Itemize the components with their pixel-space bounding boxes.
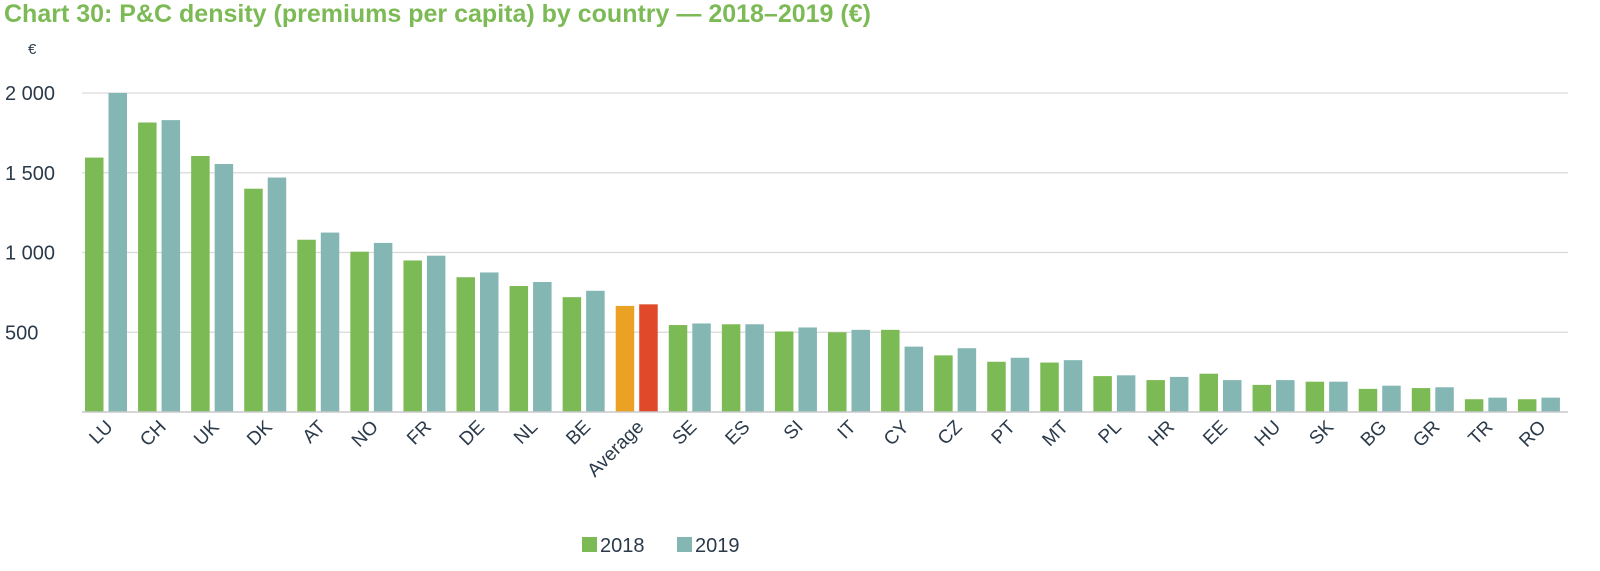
bar-tr-2018	[1464, 399, 1484, 412]
bar-nl-2019	[533, 282, 552, 412]
x-tick-label: NO	[348, 417, 383, 452]
x-tick-label: DE	[456, 417, 490, 451]
bar-hr-2019	[1169, 376, 1189, 412]
x-tick-label: PL	[1095, 417, 1126, 448]
bar-be-2019	[586, 290, 605, 412]
bar-si-2019	[798, 327, 817, 412]
bar-pt-2018	[987, 361, 1006, 412]
bar-ee-2019	[1223, 380, 1242, 412]
y-tick-label: 1 000	[5, 243, 55, 265]
bar-it-2019	[851, 329, 870, 412]
x-tick-label: DK	[243, 416, 277, 450]
legend-swatch-2018	[582, 537, 597, 552]
x-tick-label: BG	[1357, 417, 1391, 451]
x-tick-label: BE	[562, 417, 595, 450]
bar-no-2019	[373, 242, 393, 412]
x-tick-label: CY	[880, 416, 914, 450]
bar-dk-2018	[244, 188, 263, 412]
bar-be-2018	[562, 297, 582, 412]
y-tick-label: 2 000	[5, 83, 55, 105]
legend-label-2019: 2019	[695, 535, 740, 557]
x-tick-label: UK	[190, 416, 224, 450]
bar-mt-2019	[1063, 360, 1083, 412]
y-axis-ticks: 500 1 000 1 500 2 000	[5, 83, 55, 344]
x-tick-label: NL	[510, 417, 542, 449]
bar-ro-2019	[1541, 397, 1560, 412]
x-tick-label: RO	[1515, 417, 1550, 452]
x-tick-label: MT	[1039, 416, 1074, 451]
x-tick-label: AT	[299, 416, 330, 447]
bar-sk-2019	[1329, 381, 1348, 412]
bar-gr-2019	[1435, 387, 1454, 412]
bar-gr-2018	[1411, 388, 1431, 412]
bar-ch-2019	[161, 120, 181, 413]
bar-ch-2018	[138, 122, 157, 412]
x-tick-label: SE	[669, 417, 702, 450]
bar-no-2018	[350, 251, 369, 412]
x-tick-label: FR	[403, 417, 436, 450]
bar-lu-2019	[108, 93, 127, 412]
bar-pl-2018	[1093, 376, 1112, 412]
x-tick-label: TR	[1465, 417, 1498, 450]
bar-se-2018	[668, 325, 688, 412]
x-tick-label: EE	[1199, 417, 1232, 450]
bar-es-2019	[745, 324, 764, 412]
bar-cy-2018	[881, 329, 900, 412]
x-tick-label: CZ	[934, 416, 967, 449]
bar-hr-2018	[1146, 380, 1165, 412]
x-tick-label: GR	[1409, 417, 1444, 452]
bar-tr-2019	[1488, 397, 1507, 412]
legend-swatch-2019	[677, 537, 692, 552]
bar-fr-2019	[426, 255, 446, 412]
y-axis-unit-label: €	[28, 41, 37, 58]
x-tick-label: HU	[1251, 417, 1285, 451]
y-tick-label: 1 500	[5, 163, 55, 185]
bar-nl-2018	[509, 285, 529, 412]
bar-pt-2019	[1010, 357, 1030, 412]
x-tick-label: ES	[722, 417, 755, 450]
bar-fr-2018	[403, 260, 422, 412]
bar-cz-2019	[957, 348, 977, 412]
bar-uk-2019	[214, 163, 234, 412]
bar-mt-2018	[1040, 362, 1059, 412]
bar-cy-2019	[904, 346, 924, 412]
y-tick-label: 500	[5, 322, 38, 344]
x-tick-label: LU	[86, 417, 118, 449]
x-tick-label: CH	[136, 417, 170, 451]
bar-average-2018	[615, 305, 635, 412]
x-tick-label: IT	[834, 416, 861, 443]
bar-hu-2019	[1276, 380, 1295, 412]
bar-si-2018	[774, 331, 794, 412]
bar-bg-2018	[1358, 388, 1378, 412]
bar-sk-2018	[1305, 381, 1325, 412]
legend: 2018 2019	[582, 535, 740, 557]
bar-uk-2018	[191, 156, 210, 412]
bar-bg-2019	[1382, 385, 1401, 412]
bar-cz-2018	[934, 355, 953, 412]
bar-hu-2018	[1252, 384, 1272, 412]
bar-ee-2018	[1199, 373, 1218, 412]
x-tick-label: HR	[1145, 417, 1179, 451]
bar-at-2018	[297, 239, 316, 412]
bar-lu-2018	[85, 157, 104, 412]
x-tick-label: SK	[1305, 416, 1338, 449]
bar-at-2019	[320, 232, 340, 412]
x-tick-label: Average	[584, 417, 649, 482]
bar-ro-2018	[1517, 399, 1537, 412]
x-tick-label: SI	[780, 417, 808, 445]
chart-title: Chart 30: P&C density (premiums per capi…	[4, 0, 871, 28]
bar-dk-2019	[267, 177, 287, 412]
bar-pl-2019	[1116, 375, 1136, 412]
bar-de-2019	[480, 272, 499, 412]
bars	[85, 93, 1560, 413]
x-tick-label: PT	[988, 416, 1020, 448]
bar-de-2018	[456, 277, 475, 412]
bar-average-2019	[639, 304, 658, 412]
bar-it-2018	[828, 332, 847, 412]
bar-es-2018	[721, 324, 741, 412]
bar-se-2019	[692, 323, 711, 412]
legend-label-2018: 2018	[600, 535, 645, 557]
